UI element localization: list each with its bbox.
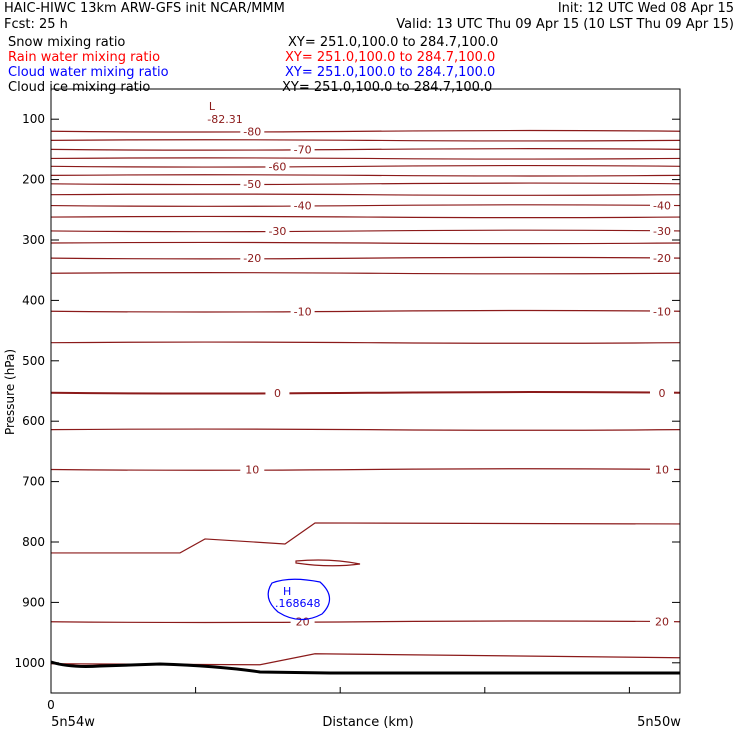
header-fcst: Fcst: 25 h: [4, 17, 68, 32]
x-axis-label: Distance (km): [322, 715, 413, 730]
isotherm-line-5: [50, 428, 681, 431]
minimum-marker-value: -82.31: [207, 113, 242, 126]
isotherm-line-minus55: [50, 174, 681, 177]
isotherm-label-bg: [265, 385, 290, 399]
isotherm-label-bg: [650, 385, 674, 399]
isotherm-line-minus15: [50, 272, 681, 275]
x-left-label: 5n54w: [51, 715, 95, 730]
feature-group: L-82.31 H.168648: [50, 100, 680, 675]
field-name-rain: Rain water mixing ratio: [8, 50, 161, 65]
isotherm-line-minus75: [50, 139, 681, 142]
isotherm-label: -40: [294, 200, 312, 213]
isotherm-line-20: [50, 620, 681, 624]
y-tick-label: 400: [22, 293, 45, 307]
field-name-cloud-ice: Cloud ice mixing ratio: [8, 80, 151, 95]
cloud-water-max-symbol: H: [283, 585, 291, 598]
field-xy-cloud-water: XY= 251.0,100.0 to 284.7,100.0: [285, 65, 496, 80]
minimum-marker-symbol: L: [209, 100, 216, 113]
isotherm-line-minus10: [50, 309, 681, 313]
closed-isotherm-contour: [295, 559, 361, 567]
x-origin-label: 0: [47, 698, 55, 712]
y-tick-label: 500: [22, 354, 45, 368]
isotherm-label-bg: [265, 159, 290, 173]
x-right-label: 5n50w: [637, 715, 681, 730]
isotherm-label-right: 0: [659, 387, 666, 400]
isotherm-line-minus20: [50, 256, 681, 260]
isotherm-line-10: [50, 468, 681, 471]
isotherm-label-bg: [650, 223, 674, 237]
isotherm-label-right: -20: [653, 252, 671, 265]
isotherm-label-bg: [650, 304, 674, 318]
isotherm-group: -80 -70 -60 -50 -40 -40 -30 -30 -20 -20 -10 -10 0 0 10…: [50, 124, 681, 666]
isotherm-label-right: 20: [655, 616, 669, 629]
isotherm-label-right: 10: [655, 464, 669, 477]
field-name-snow: Snow mixing ratio: [8, 35, 126, 50]
y-tick-label: 200: [22, 173, 45, 187]
y-tick-label: 100: [22, 112, 45, 126]
cloud-water-contour: [267, 578, 331, 621]
isotherm-label: -50: [243, 178, 261, 191]
isotherm-label: -70: [294, 143, 312, 156]
isotherm-label-right: -30: [653, 225, 671, 238]
header-valid: Valid: 13 UTC Thu 09 Apr 15 (10 LST Thu …: [396, 17, 734, 32]
isotherm-label-bg: [650, 251, 674, 265]
isotherm-line-minus25: [50, 241, 681, 245]
isotherm-label-bg: [240, 251, 265, 265]
isotherm-line-minus70: [50, 148, 681, 151]
isotherm-line-minus5: [50, 341, 681, 344]
field-name-cloud-water: Cloud water mixing ratio: [8, 65, 169, 80]
isotherm-line-15: [51, 522, 681, 554]
isotherm-line-minus30: [50, 229, 681, 233]
isotherm-label: 20: [296, 616, 310, 629]
field-xy-rain: XY= 251.0,100.0 to 284.7,100.0: [285, 50, 496, 65]
isotherm-label: -60: [268, 160, 286, 173]
y-tick-label: 900: [22, 595, 45, 609]
isotherm-label: -30: [268, 225, 286, 238]
isotherm-label-bg: [290, 614, 315, 628]
isotherm-line-minus35: [50, 215, 681, 219]
isotherm-line-minus40: [50, 204, 681, 207]
isotherm-label: -10: [294, 305, 312, 318]
isotherm-line-0: [50, 391, 681, 395]
isotherm-label-bg: [265, 223, 290, 237]
isotherm-label-bg: [290, 142, 315, 156]
isotherm-label-bg: [650, 198, 674, 212]
terrain-line: [50, 660, 680, 675]
isotherm-label-bg: [290, 198, 315, 212]
isotherm-label-bg: [290, 304, 315, 318]
isotherm-label-bg: [240, 176, 265, 190]
header-init: Init: 12 UTC Wed 08 Apr 15: [557, 1, 734, 16]
header-title: HAIC-HIWC 13km ARW-GFS init NCAR/MMM: [4, 1, 285, 16]
isotherm-line-minus80: [50, 129, 681, 133]
field-xy-snow: XY= 251.0,100.0 to 284.7,100.0: [288, 35, 499, 50]
y-tick-label: 700: [22, 475, 45, 489]
isotherm-line-minus50: [50, 182, 681, 186]
isotherm-line-minus60: [50, 164, 681, 168]
isotherm-label-bg: [650, 614, 674, 628]
y-tick-label: 300: [22, 233, 45, 247]
y-tick-label: 600: [22, 414, 45, 428]
isotherm-label: -20: [243, 252, 261, 265]
y-axis-label: Pressure (hPa): [3, 349, 17, 435]
isotherm-line-minus45: [50, 193, 681, 196]
isotherm-label-right: -10: [653, 305, 671, 318]
isotherm-label: -80: [243, 125, 261, 138]
isotherm-label: 0: [274, 387, 281, 400]
isotherm-label: 10: [245, 464, 259, 477]
plot-frame: [50, 88, 681, 694]
cloud-water-max-value: .168648: [275, 597, 321, 610]
isotherm-label-bg: [650, 462, 674, 476]
isotherm-label-right: -40: [653, 200, 671, 213]
y-tick-label: 800: [22, 535, 45, 549]
isotherm-label-bg: [240, 124, 265, 138]
field-xy-cloud-ice: XY= 251.0,100.0 to 284.7,100.0: [282, 80, 493, 95]
isotherm-line-minus65: [50, 157, 681, 160]
y-tick-label: 1000: [14, 656, 45, 670]
isotherm-label-bg: [240, 462, 265, 476]
